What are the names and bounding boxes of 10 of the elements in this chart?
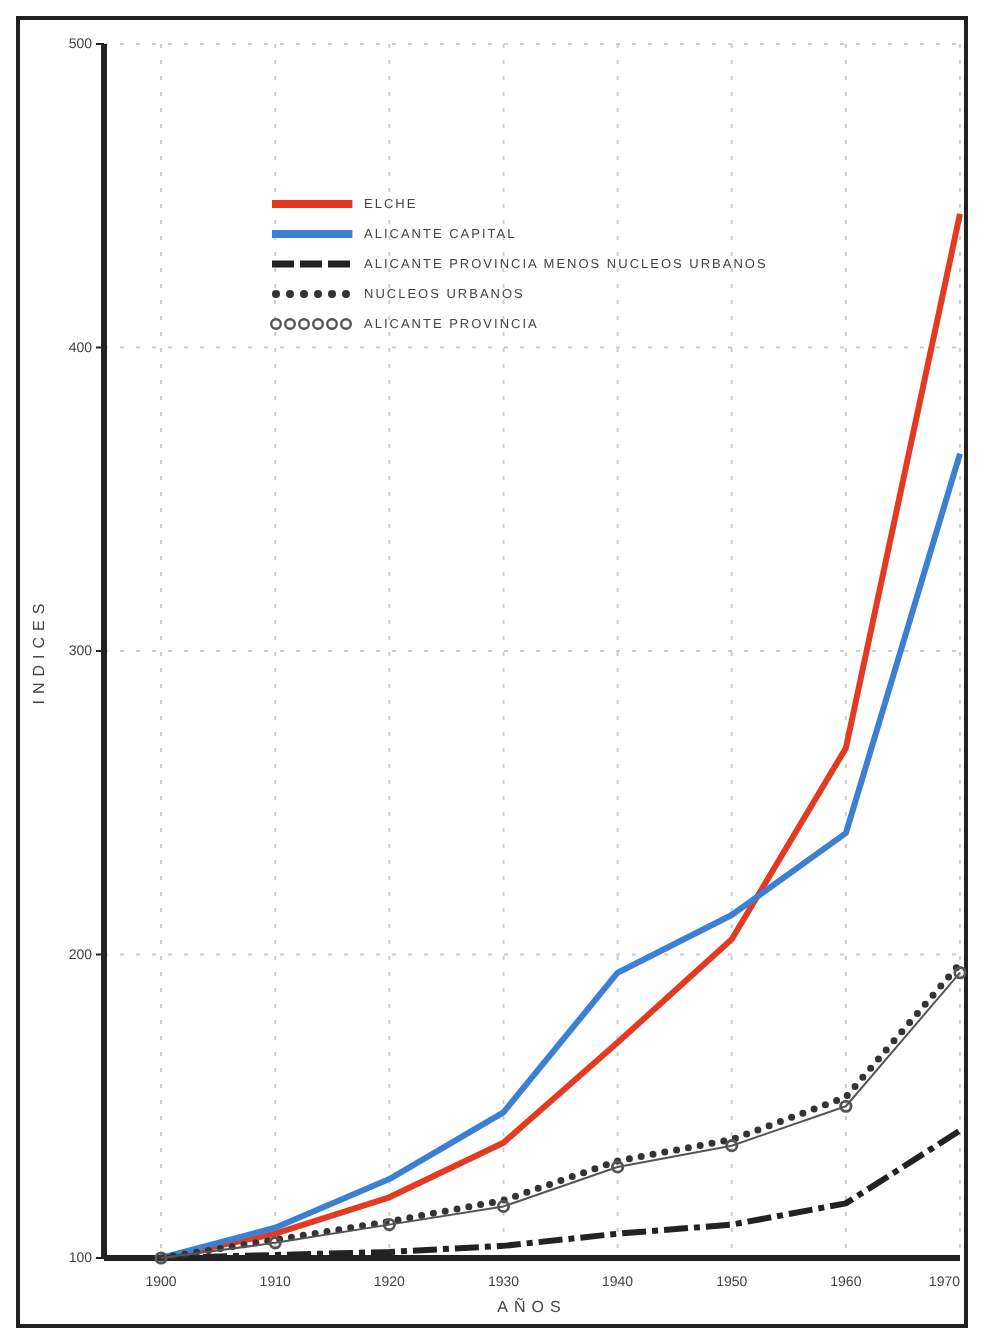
y-axis-title: INDICES bbox=[30, 597, 48, 705]
point bbox=[953, 966, 967, 980]
point bbox=[839, 1099, 853, 1113]
point bbox=[154, 1251, 168, 1265]
point bbox=[268, 1236, 282, 1250]
point bbox=[496, 1199, 511, 1214]
point bbox=[725, 1139, 739, 1153]
point bbox=[611, 1160, 625, 1174]
x-axis-title: AÑOS bbox=[497, 1296, 567, 1316]
point bbox=[382, 1218, 396, 1232]
